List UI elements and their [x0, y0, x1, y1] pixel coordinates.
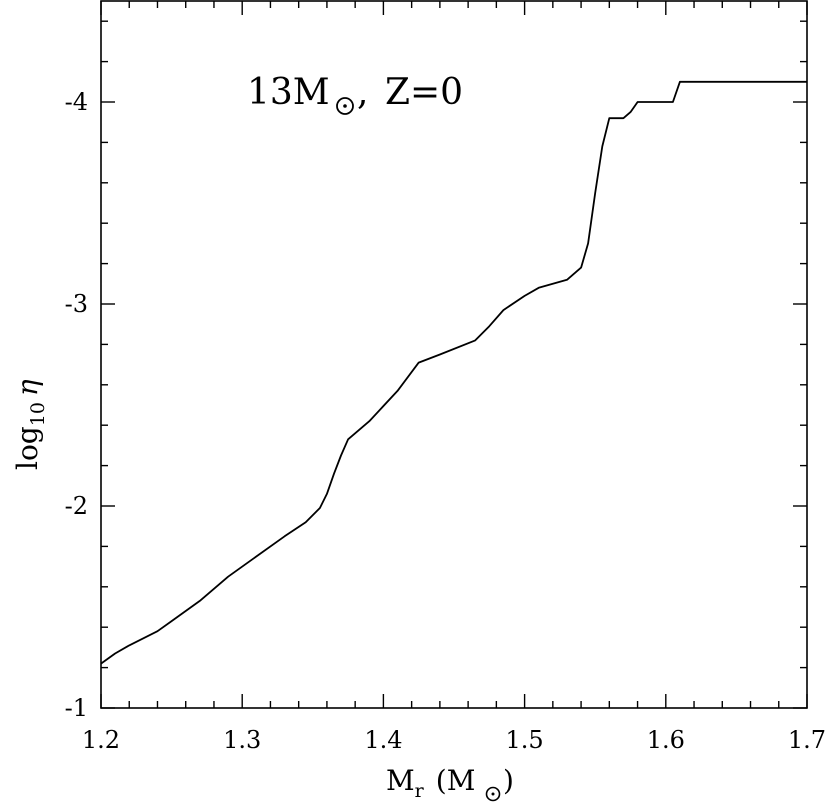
x-axis-title-close: ): [503, 764, 514, 797]
x-axis-title-main: M: [386, 764, 415, 797]
x-tick-label: 1.6: [647, 726, 685, 754]
y-axis-title-main: log: [11, 426, 44, 470]
y-tick-label: -1: [65, 694, 88, 722]
svg-text:Mr(M: Mr (M: [386, 764, 475, 802]
x-tick-label: 1.4: [364, 726, 402, 754]
series-line: [100, 80, 807, 665]
y-axis-title-symbol: η: [11, 379, 44, 396]
svg-text:log10η: log10 η: [11, 379, 49, 470]
y-axis-title: log10 η: [11, 379, 49, 470]
annotation: 13M , Z=0: [247, 72, 463, 115]
plot-frame: [100, 0, 808, 709]
y-tick-label: -4: [65, 88, 88, 116]
x-axis-title: Mr (M ): [386, 764, 514, 802]
x-axis-title-unit: (M: [436, 764, 476, 797]
solar-symbol-icon: [336, 97, 354, 115]
annotation-mass: 13M: [247, 72, 330, 113]
x-tick-label: 1.3: [223, 726, 261, 754]
x-tick-label: 1.5: [506, 726, 544, 754]
x-axis-title-sub: r: [415, 780, 425, 802]
x-tick-label: 1.2: [82, 726, 120, 754]
annotation-comma: ,: [357, 72, 368, 113]
y-tick-label: -3: [65, 290, 88, 318]
y-axis-title-sub: 10: [27, 402, 49, 426]
x-axis-solar-symbol-icon: [485, 786, 501, 802]
annotation-metallicity: Z=0: [385, 72, 463, 113]
y-tick-label: -2: [65, 492, 88, 520]
x-tick-label: 1.7: [788, 726, 826, 754]
